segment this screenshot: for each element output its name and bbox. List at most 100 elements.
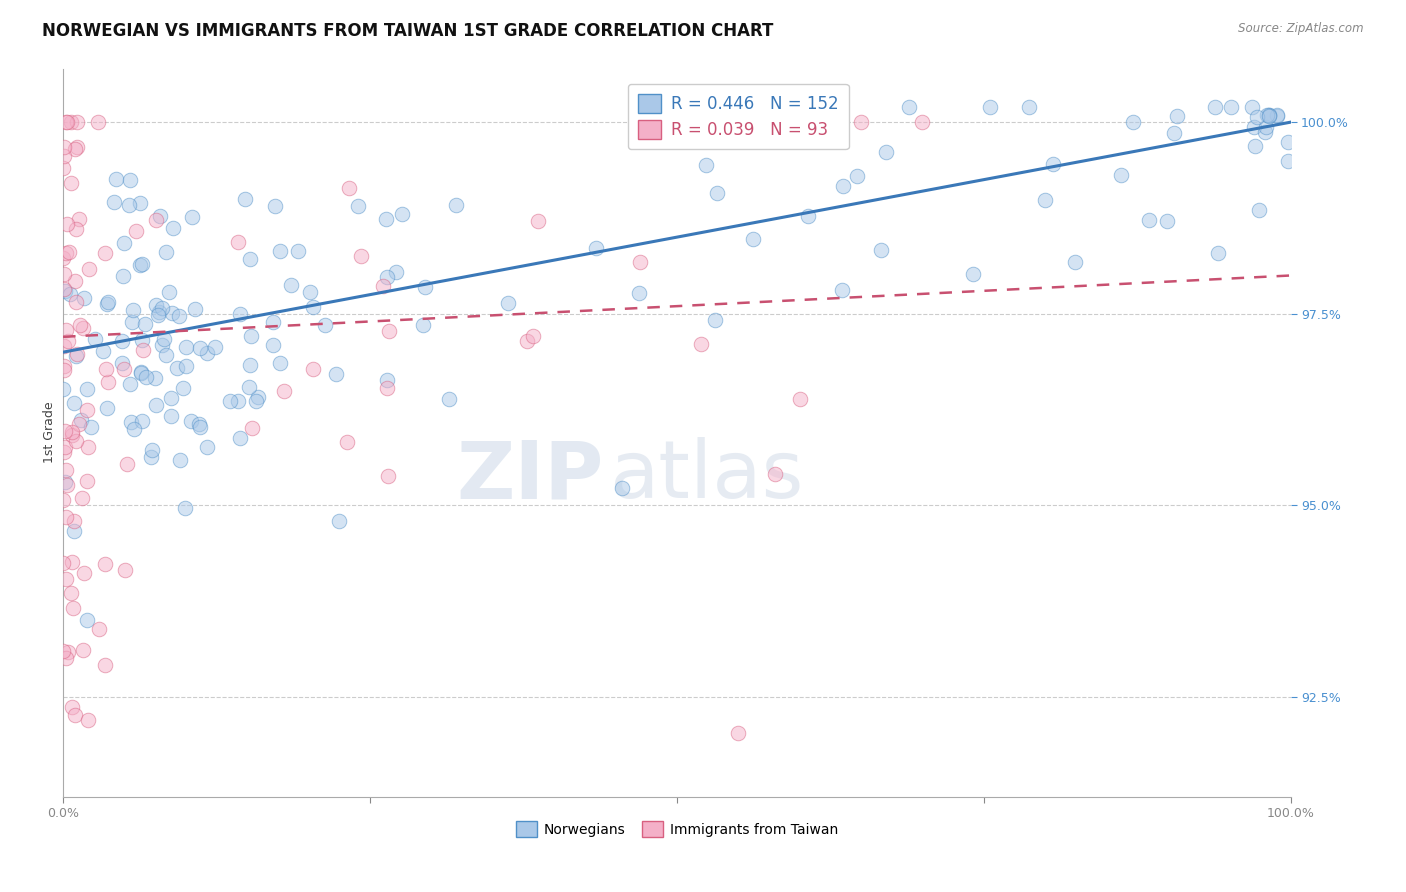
Point	[52, 644, 75, 658]
Point	[180, 413, 202, 427]
Point	[139, 450, 162, 464]
Point	[1018, 100, 1040, 114]
Point	[105, 171, 128, 186]
Point	[80, 420, 103, 434]
Point	[52, 339, 75, 353]
Point	[87, 622, 110, 636]
Point	[62, 700, 84, 714]
Point	[145, 298, 167, 312]
Point	[76, 614, 98, 628]
Point	[190, 341, 212, 355]
Point	[1137, 212, 1160, 227]
Point	[585, 240, 607, 254]
Point	[53, 284, 76, 298]
Point	[1166, 109, 1188, 123]
Point	[1042, 157, 1064, 171]
Point	[65, 222, 87, 236]
Point	[59, 176, 82, 190]
Point	[218, 394, 240, 409]
Point	[174, 340, 197, 354]
Point	[444, 198, 467, 212]
Point	[378, 325, 401, 339]
Point	[695, 158, 717, 172]
Point	[112, 236, 135, 251]
Point	[159, 391, 181, 405]
Point	[1258, 107, 1281, 121]
Point	[336, 434, 359, 449]
Point	[129, 366, 152, 380]
Point	[120, 415, 142, 429]
Point	[66, 346, 89, 360]
Point	[65, 350, 87, 364]
Point	[160, 306, 183, 320]
Point	[1219, 100, 1241, 114]
Point	[1243, 120, 1265, 135]
Point	[150, 338, 173, 352]
Point	[56, 334, 79, 348]
Point	[52, 493, 75, 508]
Point	[55, 115, 77, 129]
Point	[53, 441, 76, 455]
Point	[1277, 154, 1299, 169]
Point	[60, 425, 83, 439]
Point	[233, 192, 256, 206]
Point	[190, 420, 212, 434]
Point	[160, 409, 183, 424]
Point	[184, 301, 207, 316]
Point	[131, 257, 153, 271]
Point	[763, 467, 786, 482]
Point	[76, 382, 98, 396]
Point	[67, 211, 90, 226]
Point	[143, 370, 166, 384]
Point	[385, 265, 408, 279]
Point	[522, 329, 544, 343]
Point	[55, 246, 77, 260]
Point	[1265, 107, 1288, 121]
Text: Source: ZipAtlas.com: Source: ZipAtlas.com	[1239, 22, 1364, 36]
Point	[63, 707, 86, 722]
Point	[1256, 107, 1278, 121]
Point	[496, 295, 519, 310]
Point	[226, 393, 249, 408]
Point	[148, 308, 170, 322]
Point	[131, 343, 153, 357]
Point	[298, 285, 321, 299]
Point	[727, 726, 749, 740]
Point	[53, 475, 76, 490]
Point	[76, 474, 98, 488]
Point	[195, 346, 218, 360]
Point	[55, 509, 77, 524]
Point	[703, 313, 725, 327]
Point	[72, 566, 94, 580]
Point	[1064, 255, 1087, 269]
Point	[155, 348, 177, 362]
Point	[797, 210, 820, 224]
Point	[1206, 245, 1229, 260]
Point	[1277, 135, 1299, 149]
Point	[391, 207, 413, 221]
Point	[58, 244, 80, 259]
Point	[55, 650, 77, 665]
Point	[1265, 109, 1288, 123]
Point	[195, 440, 218, 454]
Point	[741, 232, 763, 246]
Point	[875, 145, 897, 160]
Point	[129, 365, 152, 379]
Point	[148, 209, 170, 223]
Point	[69, 318, 91, 332]
Point	[706, 186, 728, 201]
Point	[238, 380, 260, 394]
Point	[347, 199, 370, 213]
Point	[65, 274, 87, 288]
Point	[1243, 139, 1265, 153]
Point	[103, 194, 125, 209]
Point	[1163, 127, 1185, 141]
Point	[72, 491, 94, 506]
Point	[56, 477, 79, 491]
Point	[63, 514, 86, 528]
Point	[52, 556, 75, 570]
Point	[280, 278, 302, 293]
Point	[122, 422, 145, 436]
Point	[1156, 213, 1178, 227]
Point	[375, 270, 398, 285]
